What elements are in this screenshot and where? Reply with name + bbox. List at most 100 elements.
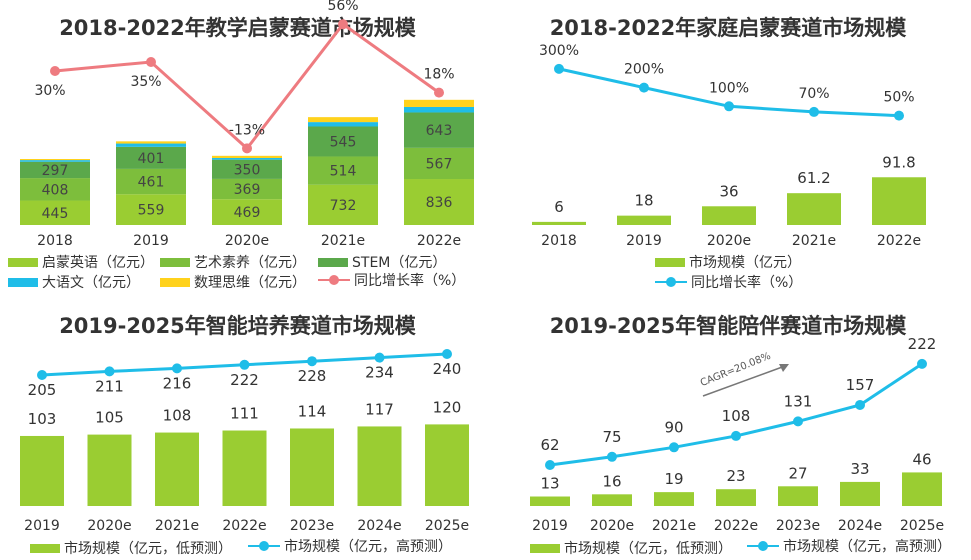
x-tick-label: 2022e: [417, 233, 461, 249]
bar-segment: [20, 161, 90, 179]
forecast-point: [442, 349, 452, 359]
data-label: 18: [634, 192, 653, 210]
bar-segment: [404, 112, 474, 148]
x-tick-label: 2021e: [792, 233, 836, 249]
legend-item: 市场规模（亿元，低预测）: [530, 538, 732, 558]
growth-point: [894, 110, 904, 121]
bar-segment: [404, 99, 474, 107]
growth-label: 35%: [130, 74, 161, 90]
legend-item: 同比增长率（%）: [655, 272, 802, 292]
data-label: 567: [426, 156, 453, 172]
forecast-point: [855, 399, 865, 410]
data-label: 46: [912, 450, 931, 468]
x-tick-label: 2020e: [225, 233, 269, 249]
x-tick-label: 2020e: [590, 518, 634, 534]
x-tick-label: 2020e: [87, 518, 131, 534]
bar-segment: [116, 143, 186, 147]
growth-point: [809, 106, 819, 117]
legend-swatch: [318, 274, 350, 286]
legend-label: 启蒙英语（亿元）: [42, 255, 154, 271]
legend-swatch: [8, 257, 38, 267]
legend-label: 市场规模（亿元，低预测）: [564, 541, 732, 557]
data-label: 23: [726, 467, 745, 485]
bar: [702, 206, 756, 225]
x-tick-label: 2024e: [357, 518, 401, 534]
data-label: 408: [42, 182, 69, 198]
x-tick-label: 2022e: [714, 518, 758, 534]
legend-item: 市场规模（亿元，低预测）: [30, 538, 232, 558]
data-label: 13: [540, 475, 559, 493]
bar: [530, 496, 570, 506]
data-label: 401: [138, 151, 165, 167]
bar: [87, 434, 132, 506]
bar-segment: [404, 106, 474, 113]
growth-label: 56%: [327, 0, 358, 14]
bar-segment: [212, 199, 282, 225]
data-label: 469: [234, 205, 261, 221]
data-label: 836: [426, 195, 453, 211]
chart-family-enlightenment: 2018-2022年家庭启蒙赛道市场规模 6 2018 18 2019 36 2020e 6…: [485, 0, 971, 292]
legend-swatch: [8, 277, 38, 287]
forecast-point: [307, 356, 317, 367]
bar-segment: [20, 159, 90, 161]
data-label: 559: [138, 203, 165, 219]
forecast-label: 90: [664, 418, 683, 436]
forecast-label: 211: [95, 377, 124, 395]
data-label: 6: [554, 198, 564, 216]
forecast-point: [731, 430, 741, 441]
x-tick-label: 2021e: [321, 233, 365, 249]
growth-label: 30%: [34, 83, 65, 99]
bar: [716, 489, 756, 506]
forecast-point: [607, 451, 617, 462]
legend-label: 大语文（亿元）: [42, 275, 140, 291]
data-label: 445: [42, 206, 69, 222]
forecast-point: [545, 460, 555, 470]
bar-segment: [308, 184, 378, 225]
data-label: 27: [788, 464, 807, 482]
bar: [532, 221, 586, 225]
forecast-point: [793, 416, 803, 427]
bar-segment: [212, 178, 282, 200]
chart-canvas: 13 2019 16 2020e 19 2021e 23 2022e 27 2023e 33 2024…: [530, 335, 944, 534]
bar-segment: [308, 122, 378, 127]
data-label: 297: [42, 163, 69, 179]
data-label: 19: [664, 470, 683, 488]
bar-segment: [116, 194, 186, 225]
growth-label: 18%: [423, 67, 454, 83]
forecast-point: [374, 352, 385, 363]
data-label: 545: [330, 134, 357, 150]
growth-point: [146, 57, 156, 67]
data-label: 33: [850, 460, 869, 478]
legend-swatch: [747, 540, 779, 552]
legend-item: 启蒙英语（亿元）: [8, 252, 154, 272]
legend-swatch: [530, 543, 560, 553]
bar-segment: [116, 141, 186, 144]
cagr-arrow-line: [702, 365, 786, 397]
legend-item: 大语文（亿元）: [8, 272, 140, 292]
growth-label: 100%: [709, 80, 749, 96]
bar-segment: [308, 156, 378, 185]
bar: [20, 435, 64, 506]
legend-swatch: [318, 257, 348, 267]
bar-segment: [308, 126, 378, 157]
bar: [222, 430, 267, 506]
chart-canvas: 445 408 297 2018 559 461 401 2019 469 369 350 2020e…: [20, 0, 474, 249]
x-tick-label: 2025e: [425, 518, 469, 534]
chart-title: 2018-2022年教学启蒙赛道市场规模: [59, 16, 416, 40]
data-label: 117: [365, 400, 394, 418]
x-tick-label: 2020e: [707, 233, 751, 249]
forecast-label: 157: [846, 376, 875, 394]
forecast-point: [239, 359, 250, 370]
data-label: 350: [234, 162, 261, 178]
forecast-label: 108: [722, 407, 751, 425]
growth-point: [338, 19, 348, 30]
x-tick-label: 2022e: [222, 518, 266, 534]
legend-label: 同比增长率（%）: [354, 273, 466, 289]
data-label: 103: [28, 410, 57, 428]
x-tick-label: 2023e: [290, 518, 334, 534]
forecast-label: 205: [28, 381, 57, 399]
bar: [357, 426, 402, 506]
forecast-point: [917, 358, 927, 369]
legend-label: 数理思维（亿元）: [194, 275, 306, 291]
x-tick-label: 2023e: [776, 518, 820, 534]
